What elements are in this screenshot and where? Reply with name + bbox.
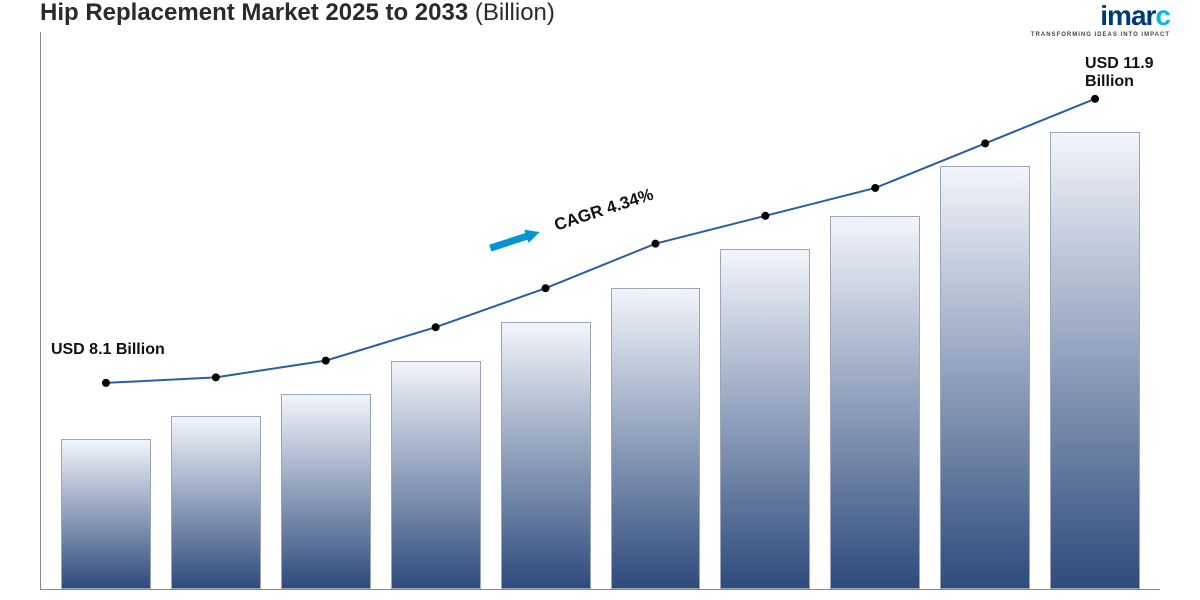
- data-marker: [651, 240, 659, 248]
- data-marker: [981, 139, 989, 147]
- title-main: Hip Replacement Market 2025 to 2033: [40, 0, 468, 26]
- start-value-label: USD 8.1 Billion: [51, 341, 165, 359]
- data-marker: [102, 379, 110, 387]
- data-marker: [871, 184, 879, 192]
- trend-line: [106, 99, 1095, 383]
- chart-title: Hip Replacement Market 2025 to 2033 (Bil…: [40, 0, 555, 26]
- data-marker: [542, 284, 550, 292]
- logo-text: imarc: [1031, 0, 1170, 32]
- logo-tagline: TRANSFORMING IDEAS INTO IMPACT: [1031, 32, 1170, 38]
- end-value-label: USD 11.9 Billion: [1085, 55, 1153, 92]
- data-marker: [212, 373, 220, 381]
- data-marker: [1091, 95, 1099, 103]
- line-overlay: [41, 32, 1160, 589]
- data-marker: [322, 357, 330, 365]
- data-marker: [761, 212, 769, 220]
- data-marker: [432, 323, 440, 331]
- chart-area: USD 8.1 Billion USD 11.9 Billion CAGR 4.…: [40, 32, 1160, 590]
- brand-logo: imarc TRANSFORMING IDEAS INTO IMPACT: [1031, 0, 1170, 38]
- title-sub: (Billion): [475, 0, 555, 26]
